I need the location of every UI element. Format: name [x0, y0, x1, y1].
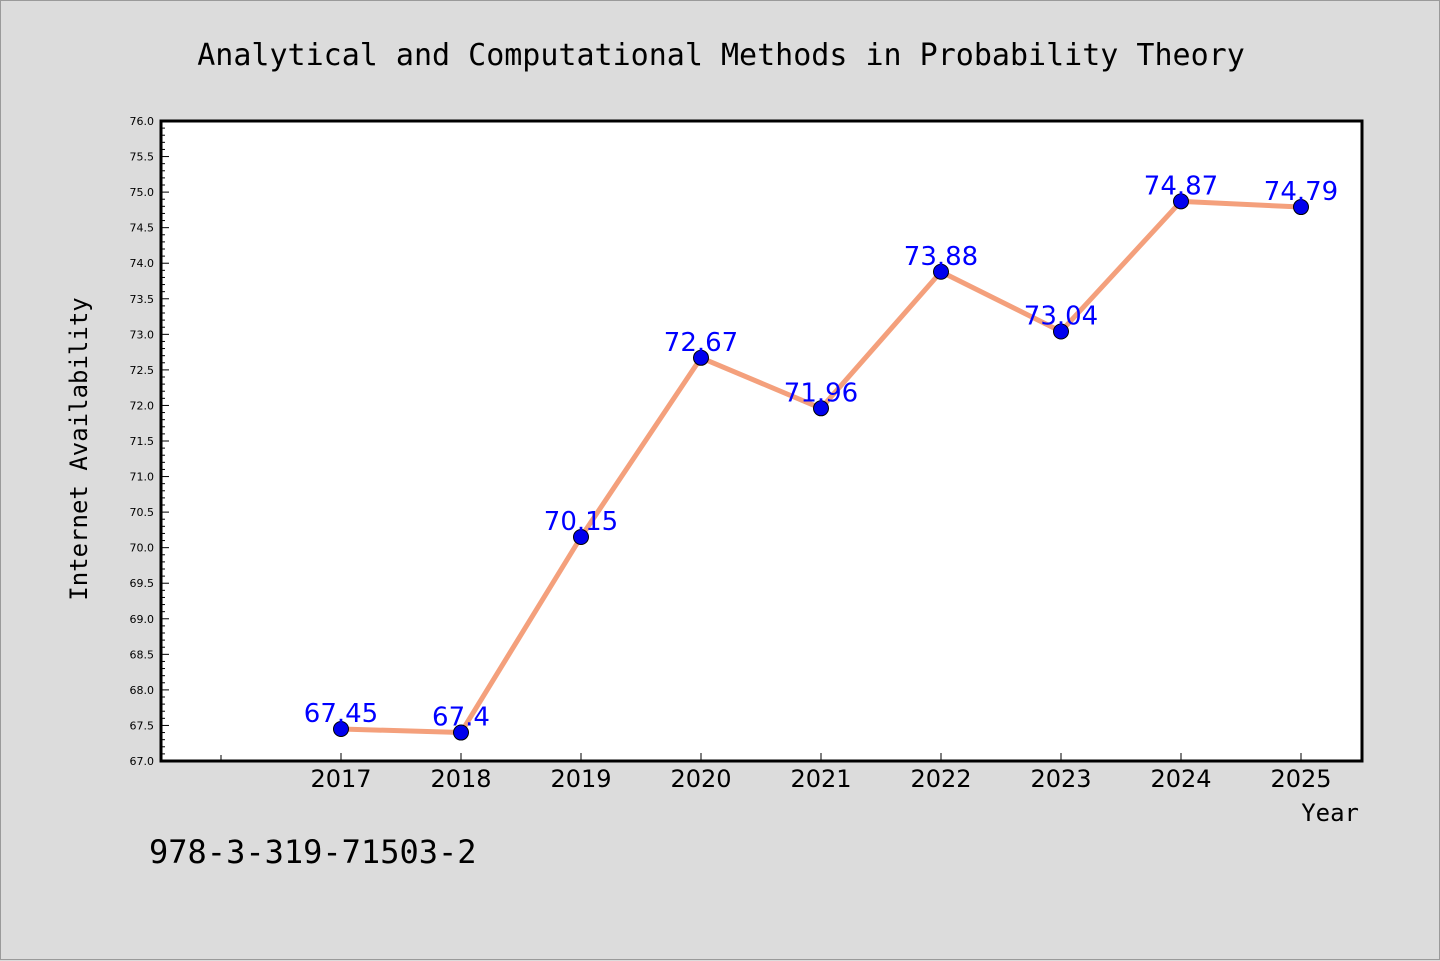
x-tick-label: 2018: [430, 765, 491, 793]
data-point: [573, 529, 589, 545]
x-tick-label: 2021: [790, 765, 851, 793]
x-tick-label: 2023: [1030, 765, 1091, 793]
data-point: [333, 721, 349, 737]
x-tick-label: 2019: [550, 765, 611, 793]
data-label: 74.87: [1144, 171, 1218, 201]
y-tick-label: 72.5: [130, 364, 155, 377]
data-label: 73.04: [1024, 301, 1098, 331]
data-label: 73.88: [904, 242, 978, 272]
data-point: [453, 724, 469, 741]
y-tick-label: 74.0: [130, 257, 155, 270]
data-label: 74.79: [1264, 177, 1338, 207]
data-point: [1173, 193, 1189, 210]
chart-title: Analytical and Computational Methods in …: [197, 38, 1245, 73]
y-axis: 67.0 67.5 68.0 68.5 69.0 69.5 70.0 70.5 71.0 71.5…: [130, 115, 169, 768]
y-tick-label: 67.5: [130, 719, 155, 732]
series-layer: 67.45 67.4 70.15 72.67 71.96 73.88 73.04 74.87 7…: [304, 171, 1338, 741]
y-tick-label: 73.0: [130, 328, 155, 341]
y-tick-label: 70.0: [130, 542, 155, 555]
x-tick-label: 2020: [670, 765, 731, 793]
x-axis-label: Year: [1301, 799, 1359, 827]
y-tick-label: 71.0: [130, 471, 155, 484]
x-axis: 2017 2018 2019 2020 2021 2022 2023 2024 2025: [220, 753, 1332, 793]
data-label: 67.4: [432, 703, 490, 733]
data-label: 67.45: [304, 699, 378, 729]
y-tick-label: 72.0: [130, 399, 155, 412]
x-tick-label: 2025: [1270, 765, 1331, 793]
y-tick-label: 74.5: [130, 222, 155, 235]
y-tick-label: 70.5: [130, 506, 155, 519]
y-tick-label: 69.0: [130, 613, 155, 626]
plot-area: [159, 119, 1364, 763]
y-tick-label: 69.5: [130, 577, 155, 590]
data-point: [693, 349, 709, 366]
data-label: 70.15: [544, 507, 618, 537]
y-tick-label: 75.0: [130, 186, 155, 199]
data-point: [933, 263, 949, 280]
y-tick-label: 68.0: [130, 684, 155, 697]
y-tick-label: 68.5: [130, 648, 155, 661]
y-axis-label: Internet Availability: [65, 297, 93, 600]
x-tick-label: 2022: [910, 765, 971, 793]
y-tick-label: 73.5: [130, 293, 155, 306]
x-tick-label: 2024: [1150, 765, 1211, 793]
data-point: [1053, 323, 1069, 340]
y-tick-label: 67.0: [130, 755, 155, 768]
y-tick-label: 71.5: [130, 435, 155, 448]
y-tick-label: 76.0: [130, 115, 155, 128]
y-tick-label: 75.5: [130, 151, 155, 164]
x-tick-label: 2017: [310, 765, 371, 793]
data-label: 72.67: [664, 328, 738, 358]
data-label: 71.96: [784, 378, 858, 408]
isbn-text: 978-3-319-71503-2: [149, 833, 477, 871]
data-point: [813, 400, 829, 417]
data-point: [1293, 199, 1309, 216]
